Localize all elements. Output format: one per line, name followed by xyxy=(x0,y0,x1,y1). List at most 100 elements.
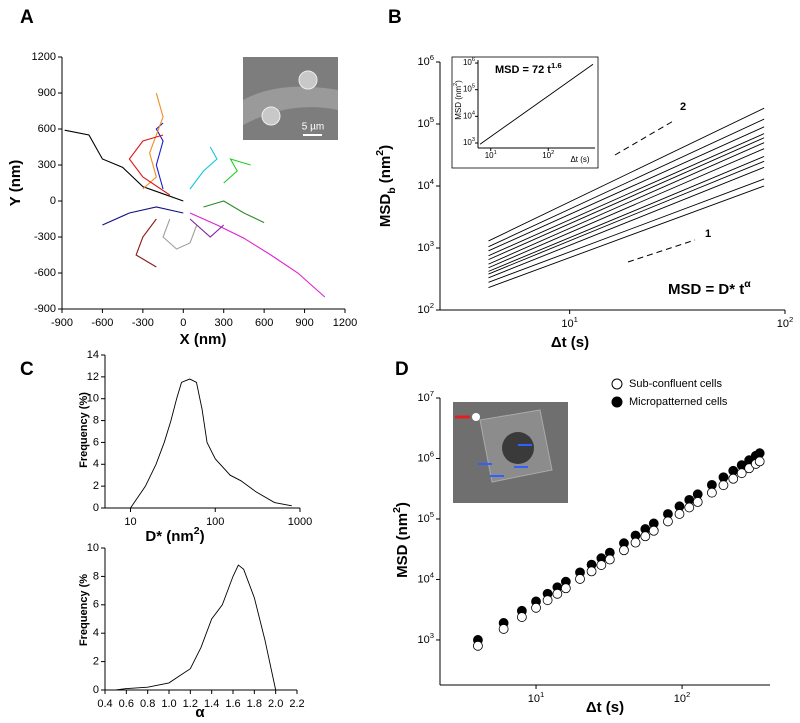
tick-label-exponent: 1 xyxy=(494,150,497,156)
slope-guide xyxy=(627,239,696,263)
slope-guide xyxy=(614,119,676,156)
legend-marker xyxy=(611,396,623,408)
tick-label-exponent: 2 xyxy=(686,690,690,699)
data-point xyxy=(754,448,765,459)
y-axis-label: MSD (nm2) xyxy=(391,502,411,578)
legend-label: Micropatterned cells xyxy=(629,396,728,408)
tick-label-exponent: 6 xyxy=(430,53,434,62)
data-point xyxy=(619,545,629,556)
tick-label: -600 xyxy=(34,267,56,279)
tick-label-base: 10 xyxy=(777,318,789,330)
tick-label: 600 xyxy=(255,317,273,329)
y-axis-label-part: ) xyxy=(454,80,463,83)
tick-label: 104 xyxy=(463,111,475,121)
data-point xyxy=(706,487,717,498)
tick-label: 101 xyxy=(528,690,545,705)
series-line xyxy=(135,218,157,268)
legend-marker xyxy=(611,378,623,390)
tick-label: 10 xyxy=(87,542,99,554)
legend-label: Sub-confluent cells xyxy=(629,378,722,390)
tick-label: 102 xyxy=(542,150,554,160)
tick-label-exponent: 2 xyxy=(551,150,554,156)
x-axis-label-part: ) xyxy=(200,528,205,545)
series-line xyxy=(488,148,765,269)
tick-label: 106 xyxy=(417,449,434,464)
tick-label: 2.0 xyxy=(268,698,283,710)
series-line xyxy=(488,118,765,248)
inset-frame xyxy=(451,56,599,169)
data-point xyxy=(596,560,607,570)
tick-label: 0.6 xyxy=(119,698,134,710)
data-point xyxy=(754,456,765,467)
tick-label: 106 xyxy=(463,58,475,68)
tick-label: 1.6 xyxy=(225,698,240,710)
tick-label: 103 xyxy=(417,630,434,645)
y-axis-label-part: ) xyxy=(377,145,394,150)
series-line xyxy=(488,133,765,257)
formula: MSD = D* tα xyxy=(668,278,751,298)
data-point xyxy=(552,588,563,599)
data-point xyxy=(674,509,685,519)
tick-label: 1000 xyxy=(288,516,312,528)
y-axis-label-part: 2 xyxy=(374,150,386,156)
tick-label-base: 10 xyxy=(528,693,540,705)
series-line xyxy=(488,166,765,279)
tick-label: 104 xyxy=(417,570,434,585)
tick-label: -600 xyxy=(91,317,113,329)
data-point xyxy=(630,537,641,548)
tick-label-exponent: 3 xyxy=(430,630,434,639)
micrograph-inset: 5 µm xyxy=(243,57,338,140)
tick-label: 12 xyxy=(87,371,99,383)
tick-label: 101 xyxy=(561,315,578,330)
tick-label-base: 10 xyxy=(463,138,472,147)
tick-label: 8 xyxy=(93,570,99,582)
series-line xyxy=(488,185,765,288)
panel-letter: A xyxy=(20,7,34,28)
tick-label-exponent: 5 xyxy=(430,115,434,124)
tick-label-base: 10 xyxy=(417,56,429,68)
x-axis-label: Δt (s) xyxy=(586,699,624,716)
x-axis-label: D* (nm2) xyxy=(145,525,204,545)
data-point xyxy=(728,473,739,484)
series-line xyxy=(102,206,184,226)
tick-label-exponent: 3 xyxy=(430,239,434,248)
data-point xyxy=(516,612,527,622)
series-line xyxy=(130,378,292,509)
tick-label: 900 xyxy=(38,87,56,99)
tick-label: 2 xyxy=(93,480,99,492)
tick-label-base: 10 xyxy=(463,85,472,94)
tick-label: 300 xyxy=(38,159,56,171)
tick-label: 2 xyxy=(93,656,99,668)
x-axis-label: X (nm) xyxy=(180,331,227,348)
tick-label-exponent: 5 xyxy=(430,510,434,519)
data-point xyxy=(542,595,553,606)
series-line xyxy=(488,178,765,283)
tick-label: 0.4 xyxy=(97,698,112,710)
tick-label: 103 xyxy=(463,137,475,147)
tick-label: 8 xyxy=(93,414,99,426)
tick-label-base: 10 xyxy=(561,318,573,330)
tick-label-base: 10 xyxy=(674,693,686,705)
tick-label: 105 xyxy=(417,510,434,525)
series-line xyxy=(64,129,184,202)
y-axis-label: MSD (nm2) xyxy=(453,80,463,120)
tick-label-base: 10 xyxy=(542,151,551,160)
y-axis-label-part: 2 xyxy=(391,507,403,513)
tick-label-base: 10 xyxy=(485,151,494,160)
series-line xyxy=(223,158,251,184)
tick-label: 2.2 xyxy=(289,698,304,710)
y-axis-label: Y (nm) xyxy=(7,160,24,206)
tick-label-exponent: 4 xyxy=(430,570,435,579)
tick-label-base: 10 xyxy=(463,58,472,67)
data-point xyxy=(498,624,509,634)
tick-label-base: 10 xyxy=(417,118,429,130)
data-point xyxy=(648,525,659,536)
tick-label: 10 xyxy=(124,516,136,528)
x-axis-label: Δt (s) xyxy=(570,155,589,164)
tick-label-base: 10 xyxy=(417,304,429,316)
tick-label-base: 1.0 xyxy=(161,698,176,710)
tick-label: 102 xyxy=(417,301,434,316)
data-point xyxy=(663,516,673,527)
series-line xyxy=(488,160,765,275)
y-axis-label-part: 2 xyxy=(453,83,459,86)
